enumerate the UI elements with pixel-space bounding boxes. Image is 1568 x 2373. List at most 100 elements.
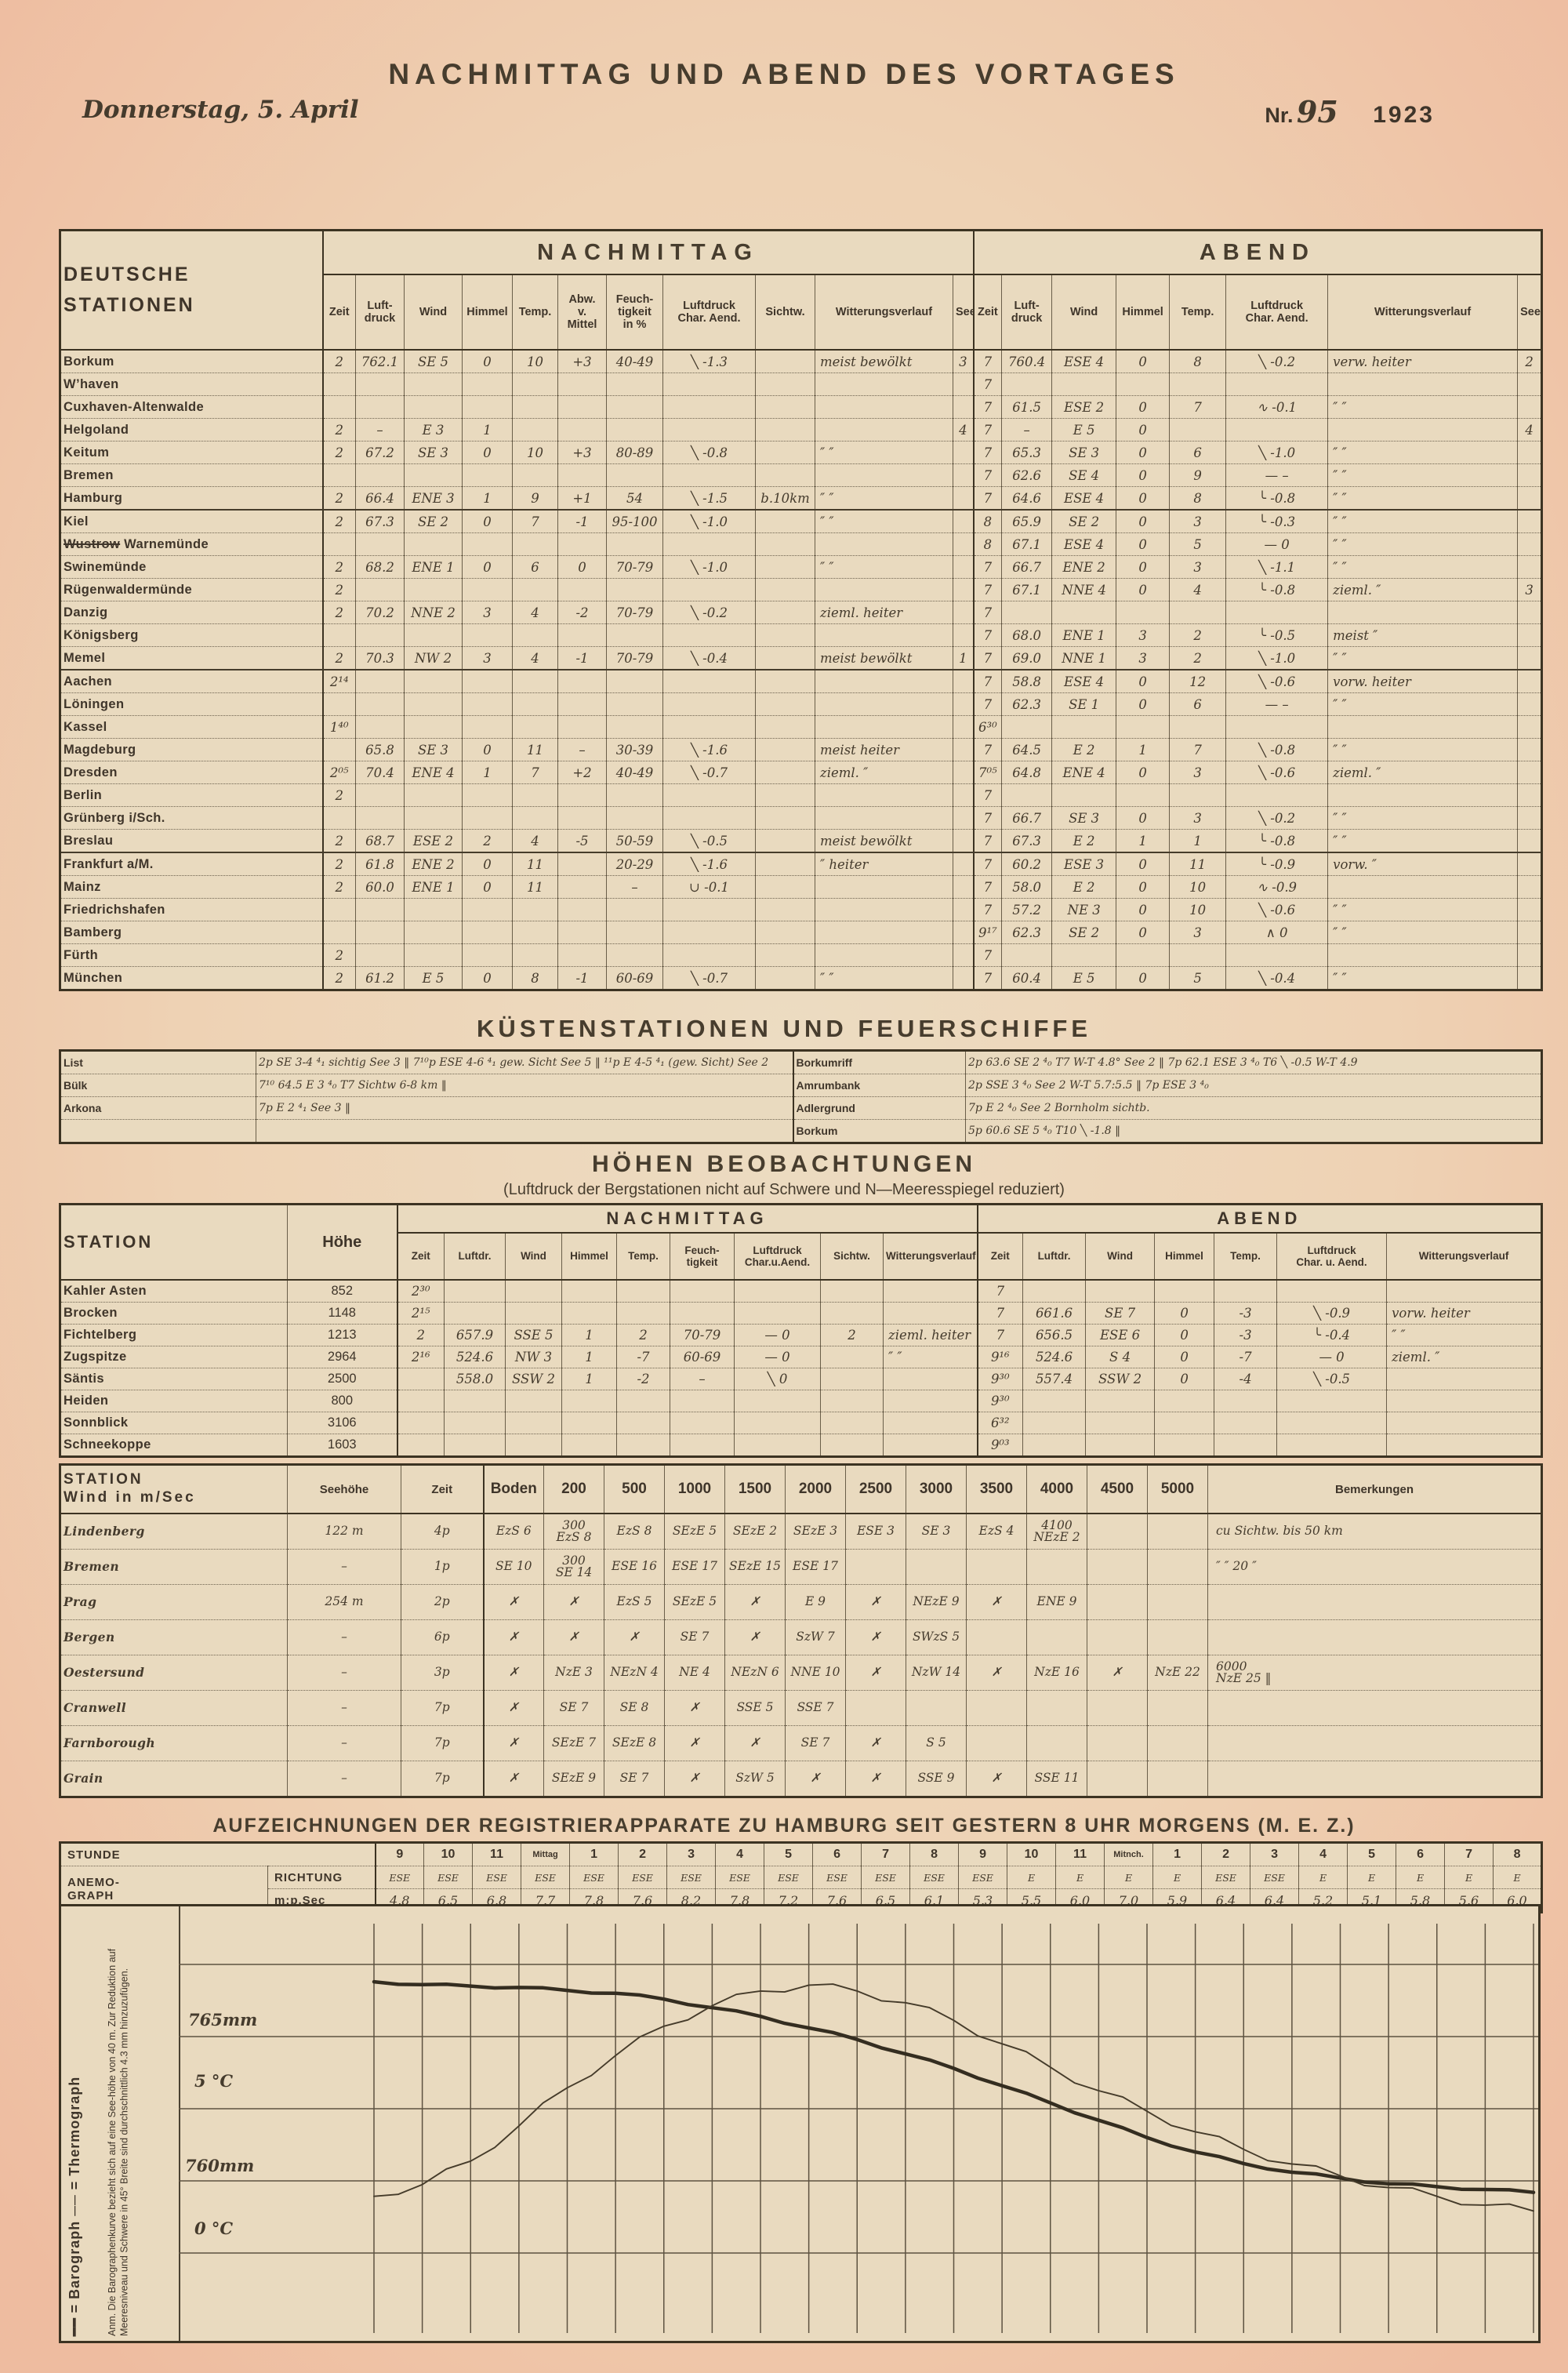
station-name: Säntis	[60, 1368, 288, 1390]
wind-value: SEzE 9	[543, 1761, 604, 1797]
abend-value: 7	[972, 966, 1003, 990]
nachmittag-value	[883, 1368, 978, 1390]
zeit-value: 6p	[401, 1619, 484, 1655]
nachmittag-value: -2	[557, 601, 607, 624]
station-altitude: 1148	[287, 1302, 397, 1325]
nachmittag-value	[557, 943, 607, 967]
wind-value	[1147, 1549, 1208, 1585]
nachmittag-value	[557, 532, 607, 556]
abend-value: ″ ″	[1386, 1324, 1543, 1346]
nachmittag-value	[953, 532, 975, 556]
abend-value: E 5	[1051, 418, 1117, 442]
station-altitude: 1213	[287, 1324, 397, 1346]
abend-value: 6	[1169, 441, 1227, 464]
nachmittag-value: 7	[512, 510, 558, 533]
nachmittag-value: 67.2	[355, 441, 405, 464]
wind-value: SSE 5	[724, 1690, 786, 1726]
abend-value: 7	[972, 943, 1003, 967]
abend-value: 0	[1116, 806, 1171, 830]
nachmittag-value: meist heiter	[815, 738, 953, 761]
nachmittag-value	[662, 783, 756, 807]
chart-legend: ━━ = Barograph ── = Thermograph	[67, 2076, 82, 2336]
nachmittag-value	[512, 692, 558, 716]
nachmittag-value	[355, 532, 405, 556]
abend-value: 60.2	[1001, 852, 1053, 876]
abend-value	[1517, 829, 1543, 853]
upper-row: Cranwell –7p ✗ SE 7 SE 8 ✗ SSE 5 SSE 7	[60, 1690, 1542, 1726]
station-name: Bamberg	[60, 921, 323, 944]
abend-value: 4	[1169, 578, 1227, 601]
nachmittag-value: 60.0	[355, 875, 405, 899]
nachmittag-value: NW 2	[404, 646, 463, 670]
nachmittag-value: 10	[512, 350, 558, 373]
hour-cell: 5	[764, 1842, 814, 1866]
nachmittag-value	[355, 578, 405, 601]
abend-value: ″ ″	[1327, 486, 1519, 511]
richtung-value: ESE	[521, 1866, 571, 1889]
header-row: DEUTSCHE STATIONEN NACHMITTAG ABEND	[60, 230, 1543, 351]
station-name: Heiden	[60, 1390, 288, 1412]
abend-value: 1	[1169, 829, 1227, 853]
abend-value: ╲ -0.5	[1276, 1368, 1388, 1390]
nachmittag-value	[404, 670, 463, 693]
nachmittag-value	[557, 806, 607, 830]
nachmittag-value: 68.7	[355, 829, 405, 853]
wind-value: ✗	[604, 1619, 665, 1655]
hoehen-row: Brocken 1148 2¹⁵ 7 661.6 SE 7 0 -3 ╲ -0.9 vorw. h…	[60, 1302, 1543, 1325]
year: 1923	[1373, 102, 1435, 128]
nachmittag-value: SE 2	[404, 510, 463, 533]
wind-value	[1147, 1514, 1208, 1550]
nachmittag-value: ″ ″	[815, 966, 953, 990]
column-header: Abw. v. Mittel	[557, 274, 607, 351]
nachmittag-value: 66.4	[355, 486, 405, 511]
nachmittag-value: ╲ -1.0	[662, 555, 756, 579]
nachmittag-value: 1	[561, 1324, 617, 1346]
station-altitude: –	[287, 1690, 401, 1726]
abend-value	[1225, 943, 1329, 967]
column-header: 2000	[785, 1464, 846, 1514]
nachmittag-value	[662, 921, 756, 944]
wind-value: SzW 5	[724, 1761, 786, 1797]
abend-value	[1169, 601, 1227, 624]
abend-value: 64.5	[1001, 738, 1053, 761]
label-0c: 0 °C	[194, 2219, 234, 2238]
abend-value: 0	[1154, 1324, 1215, 1346]
abend-value: 0	[1116, 532, 1171, 556]
nachmittag-value: 11	[512, 852, 558, 876]
abend-value: 8	[972, 532, 1003, 556]
abend-value: — –	[1225, 692, 1329, 716]
nachmittag-value	[662, 463, 756, 487]
bemerkungen	[1207, 1584, 1542, 1620]
abend-value	[1517, 555, 1543, 579]
nachmittag-value	[755, 350, 815, 373]
kuesten-observation: 7¹⁰ 64.5 E 3 ⁴₀ T7 Sichtw 6-8 km ‖	[256, 1074, 793, 1097]
station-name: Brocken	[60, 1302, 288, 1325]
nachmittag-value	[815, 578, 953, 601]
nachmittag-value	[815, 623, 953, 647]
wind-value: ✗	[482, 1725, 544, 1761]
upper-body: Lindenberg 122 m 4p EzS 6 300 EzS 8 EzS 8 SEzE…	[60, 1514, 1542, 1797]
abend-value: ╲ -1.0	[1225, 646, 1329, 670]
abend-value: ″ ″	[1327, 532, 1519, 556]
wind-value: NzW 14	[906, 1655, 967, 1691]
wind-value	[1147, 1690, 1208, 1726]
abend-value	[1386, 1390, 1543, 1412]
upper-row: Oestersund –3p ✗ NzE 3 NEzN 4 NE 4 NEzN 6 NNE 1…	[60, 1655, 1542, 1691]
wind-value: ✗	[845, 1761, 906, 1797]
nachmittag-value: SSE 5	[505, 1324, 562, 1346]
nachmittag-value: 61.2	[355, 966, 405, 990]
nachmittag-value: 30-39	[606, 738, 663, 761]
richtung-value: E	[1298, 1866, 1348, 1889]
station-row: Hamburg 2 66.4 ENE 3 1 9 +1 54 ╲ -1.5 b.10km ″ ″ 7 6…	[60, 486, 1543, 511]
wind-value: SE 3	[906, 1514, 967, 1550]
nachmittag-value	[512, 418, 558, 442]
nachmittag-value	[462, 783, 513, 807]
nachmittag-value: 70.3	[355, 646, 405, 670]
abend-value	[1517, 372, 1543, 396]
nachmittag-value	[662, 715, 756, 739]
wind-value: NzE 3	[543, 1655, 604, 1691]
wind-value	[966, 1690, 1027, 1726]
abend-value: 9¹⁶	[976, 1346, 1024, 1368]
abend-value: ″ ″	[1327, 692, 1519, 716]
nachmittag-value	[404, 623, 463, 647]
